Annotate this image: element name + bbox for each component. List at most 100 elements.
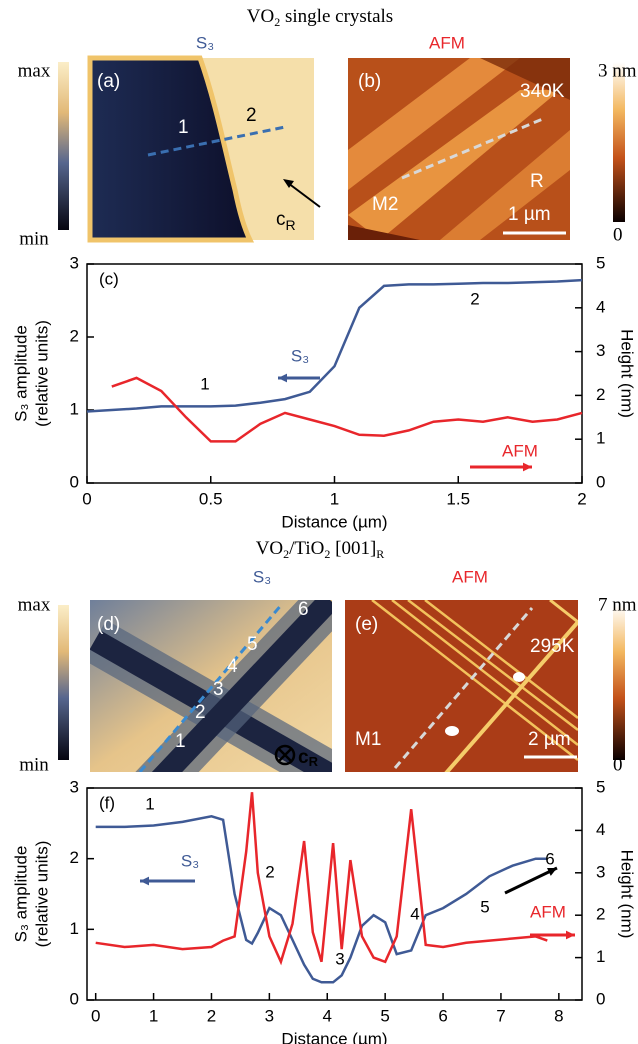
colorbar: [613, 605, 625, 760]
y2-tick-label: 3: [596, 341, 605, 360]
y2-tick-label: 1: [596, 947, 605, 966]
panel-label: (d): [97, 614, 120, 635]
colorbar-label: 7 nm: [598, 594, 637, 615]
legend-label: S₃: [181, 851, 199, 870]
arrow-head: [140, 876, 150, 886]
image-feature: [393, 607, 534, 769]
image-s3: [90, 600, 332, 772]
y-tick-label: 3: [70, 777, 79, 796]
colorbar-label: max: [18, 60, 51, 81]
image-feature: [444, 620, 578, 772]
plot-frame: [86, 787, 583, 1001]
image-feature: [147, 125, 286, 157]
arrow-head: [522, 462, 532, 472]
x-tick-label: 3: [265, 1006, 274, 1025]
y2-tick-label: 4: [596, 820, 605, 839]
y-axis-label: S₃ amplitude: [11, 325, 30, 422]
image-feature: [578, 599, 588, 609]
y2-tick-label: 0: [596, 989, 605, 1008]
y2-tick-label: 3: [596, 862, 605, 881]
point-label: 2: [195, 702, 206, 723]
y-tick-label: 1: [70, 919, 79, 938]
colorbar-label: min: [19, 754, 49, 775]
image-s3: [87, 55, 321, 243]
panel-label: (c): [99, 269, 119, 288]
panel-caption: S₃: [253, 567, 271, 586]
scale-label: 1 µm: [508, 204, 551, 225]
point-label: 1: [178, 117, 189, 138]
y-tick-label: 2: [70, 848, 79, 867]
colorbar: [613, 62, 625, 222]
legend-label: S₃: [291, 346, 309, 365]
image-feature: [371, 600, 578, 761]
axis-label: cR: [276, 209, 296, 233]
legend-label: AFM: [502, 441, 538, 460]
series-line: [95, 815, 548, 984]
annotation: 3: [335, 949, 344, 968]
arrow: [504, 866, 558, 895]
arrow-head: [547, 867, 557, 876]
image-afm: [348, 58, 570, 240]
point-label: 2: [246, 105, 257, 126]
image-feature: [440, 130, 570, 240]
scale-label: 2 µm: [528, 729, 571, 750]
panel-label: (a): [97, 71, 120, 92]
point-label: 5: [247, 634, 258, 655]
image-feature: [348, 58, 520, 190]
y2-tick-label: 4: [596, 297, 605, 316]
phase-label: M1: [355, 729, 381, 750]
y-tick-label: 2: [70, 326, 79, 345]
annotation: 2: [470, 289, 479, 308]
y2-tick-label: 5: [596, 777, 605, 796]
x-axis-label: Distance (µm): [281, 1029, 387, 1044]
series-line: [95, 792, 548, 966]
y-tick-label: 1: [70, 399, 79, 418]
series-line: [86, 278, 583, 413]
colorbar-label: min: [19, 228, 49, 249]
annotation: 6: [545, 849, 554, 868]
x-axis-label: Distance (µm): [281, 512, 387, 531]
y-axis-label: S₃ amplitude: [11, 846, 30, 943]
image-feature: [151, 600, 332, 772]
image-feature: [549, 600, 578, 624]
panel-label: (b): [358, 71, 381, 92]
temperature: 295K: [530, 636, 575, 657]
colorbar: [58, 605, 69, 760]
annotation: 1: [145, 794, 154, 813]
point-label: 3: [213, 679, 224, 700]
colorbar-label: 0: [613, 224, 623, 245]
x-tick-label: 2: [207, 1006, 216, 1025]
colorbar-label: 0: [613, 754, 623, 775]
colorbar-label: 3 nm: [598, 60, 637, 81]
phase-label: M2: [372, 194, 398, 215]
x-tick-label: 0: [91, 1006, 100, 1025]
image-feature: [287, 182, 321, 208]
image-feature: [348, 90, 560, 240]
x-tick-label: 0: [82, 489, 91, 508]
image-feature: [87, 55, 255, 243]
x-tick-label: 1: [330, 489, 339, 508]
y-tick-label: 3: [70, 253, 79, 272]
y-axis-label: (relative units): [32, 320, 51, 427]
point-label: 4: [227, 656, 238, 677]
panel-caption: AFM: [429, 33, 465, 52]
annotation: 5: [480, 897, 489, 916]
x-tick-label: 4: [323, 1006, 332, 1025]
point-label: 6: [298, 599, 309, 620]
section-title: VO2 single crystals: [247, 6, 393, 28]
image-feature: [274, 744, 296, 766]
image-feature: [445, 726, 459, 736]
annotation: 1: [200, 374, 209, 393]
image-feature: [278, 748, 292, 762]
annotation: 2: [265, 862, 274, 881]
arrow-head: [278, 373, 288, 383]
panel-label: (e): [355, 614, 378, 635]
y2-tick-label: 1: [596, 429, 605, 448]
x-tick-label: 0.5: [199, 489, 223, 508]
image-feature: [348, 225, 420, 240]
y2-tick-label: 2: [596, 385, 605, 404]
y2-tick-label: 0: [596, 472, 605, 491]
image-feature: [283, 179, 294, 188]
y2-axis-label: Height (nm): [618, 329, 637, 418]
